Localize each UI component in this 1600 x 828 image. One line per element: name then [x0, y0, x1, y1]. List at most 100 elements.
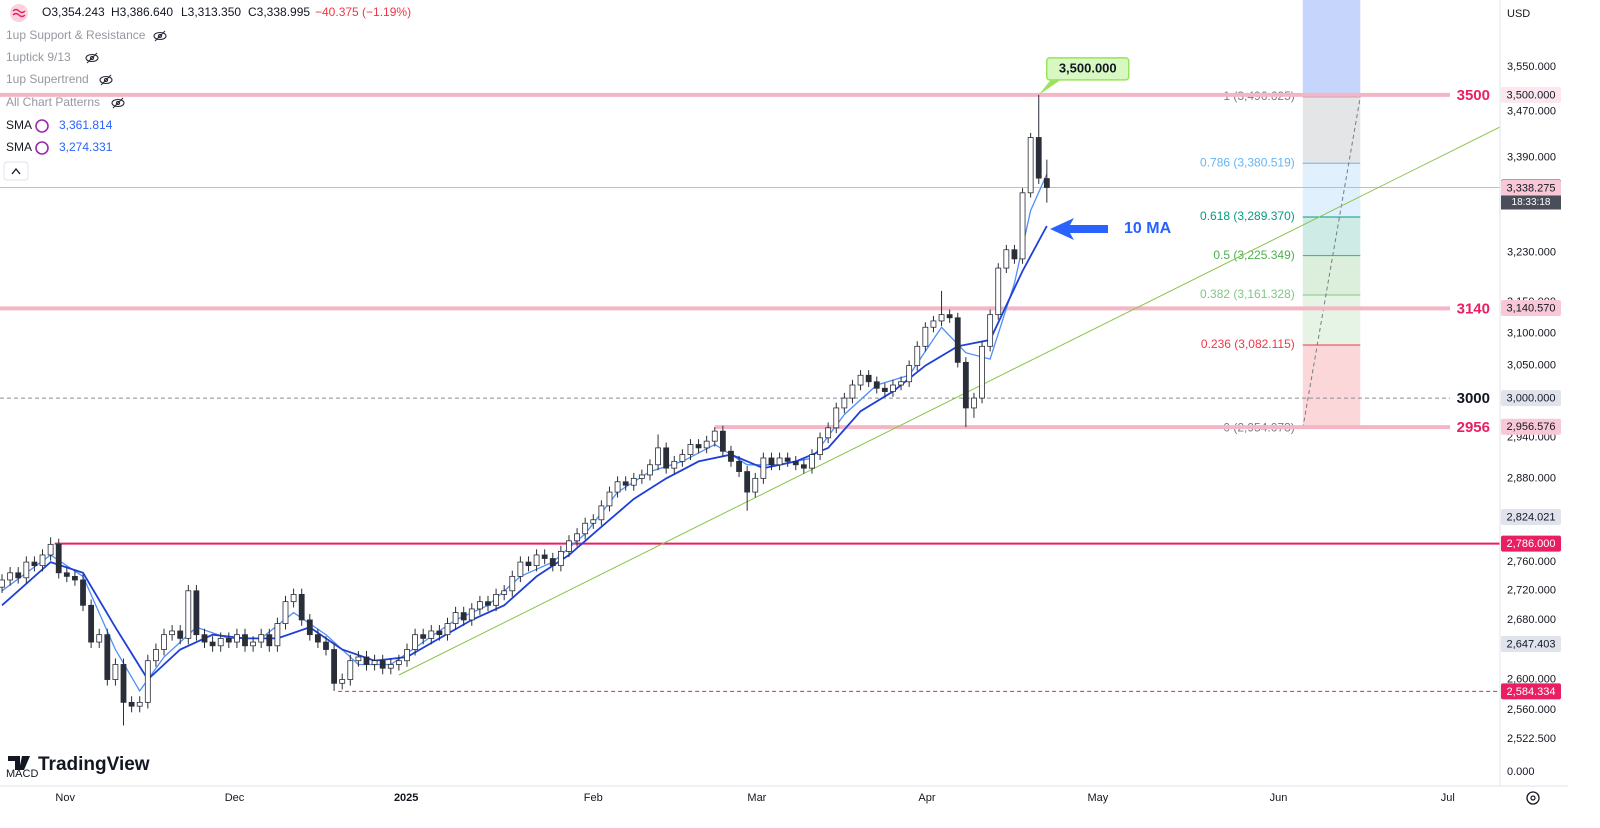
candle-body	[323, 641, 329, 650]
candle-body	[250, 641, 257, 647]
candle-body	[760, 457, 767, 479]
candle-body	[736, 460, 742, 472]
x-tick-label: Jun	[1270, 792, 1288, 804]
candle-body	[428, 630, 435, 639]
candle-body	[711, 430, 718, 442]
candle-body	[930, 320, 937, 328]
candle-body	[363, 656, 370, 665]
candle-body	[379, 660, 386, 669]
sma-icon[interactable]	[35, 119, 49, 133]
candle-body	[776, 457, 783, 466]
candle-body	[31, 561, 38, 567]
indicator-name[interactable]: All Chart Patterns	[6, 95, 100, 109]
candle-body	[314, 634, 321, 643]
indicator-name[interactable]: 1uptick 9/13	[6, 50, 71, 64]
candle-body	[898, 381, 904, 386]
candle-body	[1027, 137, 1034, 194]
fib-zone	[1302, 216, 1361, 256]
callout-box	[1045, 57, 1130, 81]
brand-logo	[8, 756, 30, 770]
price-label-box	[1501, 635, 1561, 652]
candle-body	[630, 477, 637, 486]
fib-label: 0.618 (3,289.370)	[1200, 209, 1295, 223]
candle-body	[144, 660, 151, 703]
candle-body	[452, 612, 459, 625]
candle-body	[1019, 192, 1026, 260]
y-tick-label: 2,560.000	[1507, 704, 1556, 716]
collapse-button[interactable]	[3, 161, 29, 181]
candle-body	[395, 660, 402, 665]
y-tick-label: 2,522.500	[1507, 733, 1556, 745]
y-tick-label: 3,390.000	[1507, 152, 1556, 164]
candle-body	[865, 374, 872, 383]
candle-body	[290, 594, 297, 603]
candle-body	[234, 634, 240, 643]
candle-body	[47, 543, 54, 556]
candle-body	[614, 481, 621, 493]
fib-label: 0.5 (3,225.349)	[1213, 248, 1294, 262]
level-label: 3500	[1457, 87, 1490, 104]
price-label: 3,140.570	[1507, 302, 1556, 314]
candle-body	[331, 649, 337, 684]
candle-body	[128, 701, 135, 707]
eye-off-icon[interactable]	[111, 97, 125, 109]
candle-body	[817, 437, 823, 456]
candle-body	[1003, 249, 1010, 269]
eye-off-icon[interactable]	[153, 30, 167, 42]
eye-off-icon[interactable]	[85, 52, 99, 64]
sma-name: SMA	[6, 118, 32, 132]
candle-body	[185, 590, 192, 639]
eye-off-icon[interactable]	[99, 74, 113, 86]
y-tick-label: 2,880.000	[1507, 472, 1556, 484]
price-label-box	[1501, 390, 1561, 407]
trend-line	[398, 126, 1500, 676]
candle-body	[468, 608, 475, 621]
candle-body	[849, 384, 856, 399]
price-label-box	[1501, 508, 1561, 525]
candle-body	[622, 481, 629, 486]
symbol-icon[interactable]	[10, 4, 28, 22]
candle-body	[201, 634, 208, 643]
candle-body	[347, 660, 354, 680]
settings-hub	[1530, 795, 1536, 801]
price-label-box	[1501, 535, 1561, 552]
fib-trend	[1302, 96, 1361, 429]
target-zone	[1302, 0, 1361, 97]
candle-body	[1043, 178, 1050, 188]
indicator-name[interactable]: 1up Supertrend	[6, 72, 89, 86]
sma-icon[interactable]	[35, 141, 49, 155]
y-tick-label: 2,680.000	[1507, 614, 1556, 626]
brand-name: TradingView	[38, 754, 150, 775]
fib-label: 0.236 (3,082.115)	[1201, 337, 1295, 351]
candle-body	[420, 634, 427, 639]
candle-body	[574, 533, 580, 542]
indicator-name[interactable]: 1up Support & Resistance	[6, 28, 146, 42]
candle-body	[1035, 137, 1042, 179]
candle-body	[566, 540, 572, 552]
settings-icon[interactable]	[1526, 791, 1540, 805]
ohlc-high: H3,386.640	[111, 5, 173, 19]
candle-body	[938, 314, 945, 322]
y-tick-label: 3,100.000	[1507, 327, 1556, 339]
sma-value: 3,361.814	[59, 118, 113, 132]
candle-body	[606, 491, 613, 507]
candle-body	[971, 397, 977, 409]
candle-body	[63, 572, 70, 577]
price-label: 3,000.000	[1507, 392, 1556, 404]
candle-body	[946, 314, 953, 319]
y-tick-label: 3,050.000	[1507, 359, 1556, 371]
candle-body	[120, 664, 127, 703]
candle-body	[809, 454, 815, 469]
candle-body	[541, 554, 548, 559]
price-label: 2,956.576	[1507, 421, 1556, 433]
candle-body	[371, 660, 378, 665]
x-tick-label: Jul	[1441, 792, 1455, 804]
price-label: 2,824.021	[1507, 511, 1556, 523]
macd-zero: 0.000	[1507, 766, 1535, 778]
candle-body	[387, 664, 394, 669]
price-label: 2,786.000	[1507, 538, 1556, 550]
sma-name: SMA	[6, 140, 32, 154]
sma-line	[1, 225, 1048, 681]
